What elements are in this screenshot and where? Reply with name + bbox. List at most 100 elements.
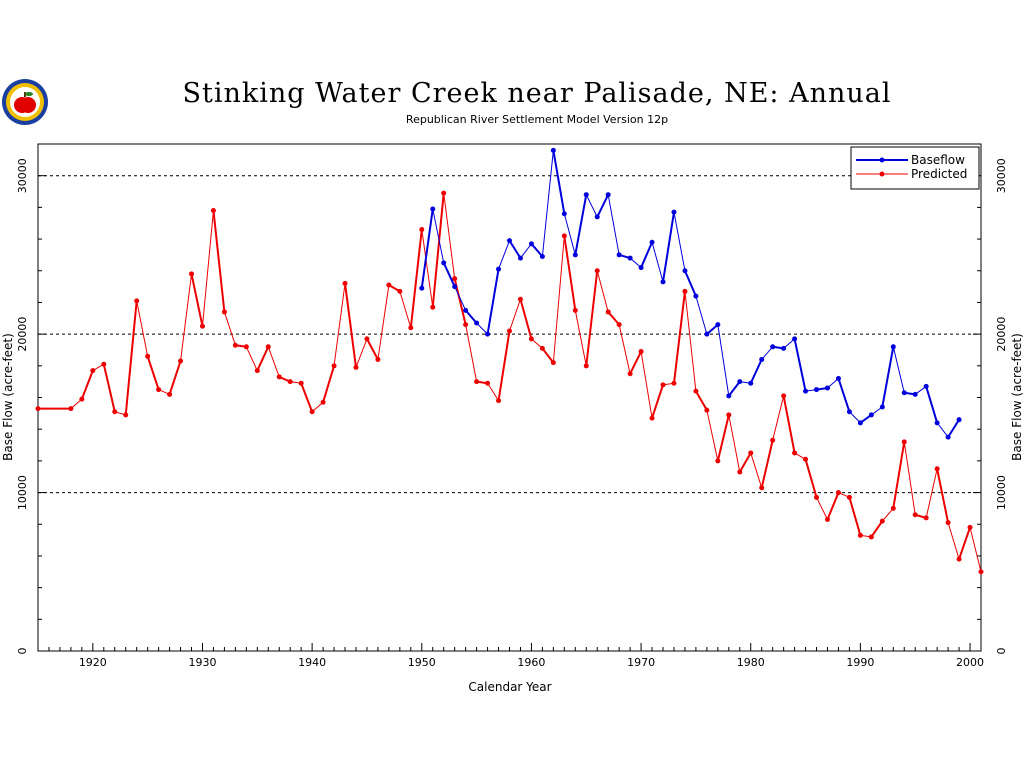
predicted-point xyxy=(35,406,41,412)
predicted-segment xyxy=(377,284,390,360)
x-tick-label: 1980 xyxy=(737,656,765,669)
predicted-segment xyxy=(694,390,708,412)
predicted-point xyxy=(737,469,743,475)
predicted-segment xyxy=(552,235,565,364)
predicted-point xyxy=(517,296,523,302)
baseflow-point xyxy=(485,331,491,337)
predicted-point xyxy=(583,363,589,369)
y-tick-label-left: 30000 xyxy=(16,158,29,193)
predicted-point xyxy=(671,380,677,386)
baseflow-point xyxy=(748,380,754,386)
predicted-point xyxy=(539,345,545,351)
series-predicted xyxy=(35,190,984,575)
predicted-segment xyxy=(487,382,500,402)
baseflow-segment xyxy=(683,269,697,298)
baseflow-point xyxy=(517,255,523,261)
baseflow-point xyxy=(539,253,545,259)
baseflow-segment xyxy=(476,322,489,335)
predicted-point xyxy=(868,534,874,540)
predicted-segment xyxy=(640,351,653,419)
predicted-point xyxy=(528,336,534,342)
baseflow-point xyxy=(846,409,852,415)
predicted-segment xyxy=(541,347,555,364)
baseflow-point xyxy=(923,383,929,389)
baseflow-point xyxy=(803,388,809,394)
x-axis-label: Calendar Year xyxy=(468,680,551,694)
predicted-point xyxy=(770,437,776,443)
predicted-segment xyxy=(816,496,828,520)
baseflow-point xyxy=(693,293,699,299)
baseflow-point xyxy=(463,307,469,313)
baseflow-point xyxy=(792,336,798,342)
baseflow-segment xyxy=(498,240,510,270)
predicted-point xyxy=(353,364,359,370)
baseflow-point xyxy=(638,265,644,271)
baseflow-point xyxy=(430,206,436,212)
baseflow-segment xyxy=(673,211,686,272)
predicted-point xyxy=(265,344,271,350)
baseflow-point xyxy=(835,375,841,381)
predicted-segment xyxy=(574,309,587,367)
predicted-segment xyxy=(190,272,204,328)
predicted-segment xyxy=(399,290,412,329)
plot-area xyxy=(37,143,982,652)
baseflow-segment xyxy=(596,193,610,218)
predicted-segment xyxy=(750,452,763,489)
y-tick-label-right: 10000 xyxy=(995,475,1008,510)
predicted-segment xyxy=(431,192,445,309)
predicted-segment xyxy=(563,234,577,312)
predicted-segment xyxy=(421,229,434,308)
series-layer xyxy=(35,147,984,575)
baseflow-point xyxy=(726,393,732,399)
baseflow-segment xyxy=(892,346,905,394)
predicted-segment xyxy=(509,298,521,332)
x-tick-label: 1930 xyxy=(188,656,216,669)
y-tick-label-right: 0 xyxy=(995,648,1008,655)
baseflow-segment xyxy=(695,295,708,335)
baseflow-segment xyxy=(793,337,807,393)
baseflow-point xyxy=(605,192,611,198)
predicted-segment xyxy=(782,394,796,454)
predicted-point xyxy=(561,233,567,239)
predicted-point xyxy=(178,358,184,364)
predicted-segment xyxy=(651,383,665,420)
x-tick-label: 1960 xyxy=(517,656,545,669)
predicted-point xyxy=(660,382,666,388)
predicted-segment xyxy=(672,290,686,385)
predicted-segment xyxy=(497,329,511,402)
predicted-point xyxy=(397,288,403,294)
predicted-point xyxy=(496,398,502,404)
x-tick-label: 1970 xyxy=(627,656,655,669)
baseflow-segment xyxy=(464,309,478,325)
baseflow-segment xyxy=(662,211,675,283)
baseflow-point xyxy=(770,344,776,350)
legend-item-predicted: Predicted xyxy=(856,167,967,181)
predicted-point xyxy=(156,387,162,393)
legend-label-baseflow: Baseflow xyxy=(911,153,965,167)
predicted-point xyxy=(408,325,414,331)
predicted-segment xyxy=(772,395,785,441)
predicted-segment xyxy=(136,300,149,357)
predicted-point xyxy=(846,494,852,500)
baseflow-segment xyxy=(442,261,456,288)
baseflow-point xyxy=(781,345,787,351)
baseflow-point xyxy=(474,320,480,326)
predicted-segment xyxy=(212,209,226,313)
predicted-point xyxy=(145,353,151,359)
predicted-segment xyxy=(716,413,730,462)
predicted-point xyxy=(912,512,918,518)
legend: Baseflow Predicted xyxy=(850,146,980,190)
predicted-point xyxy=(879,518,885,524)
predicted-point xyxy=(342,280,348,286)
predicted-point xyxy=(309,409,315,415)
predicted-point xyxy=(726,412,732,418)
predicted-segment xyxy=(267,346,280,378)
baseflow-segment xyxy=(574,193,588,256)
baseflow-point xyxy=(737,379,743,385)
baseflow-segment xyxy=(881,345,895,409)
predicted-segment xyxy=(728,414,741,473)
baseflow-point xyxy=(660,279,666,285)
baseflow-point xyxy=(912,391,918,397)
baseflow-point xyxy=(496,266,502,272)
